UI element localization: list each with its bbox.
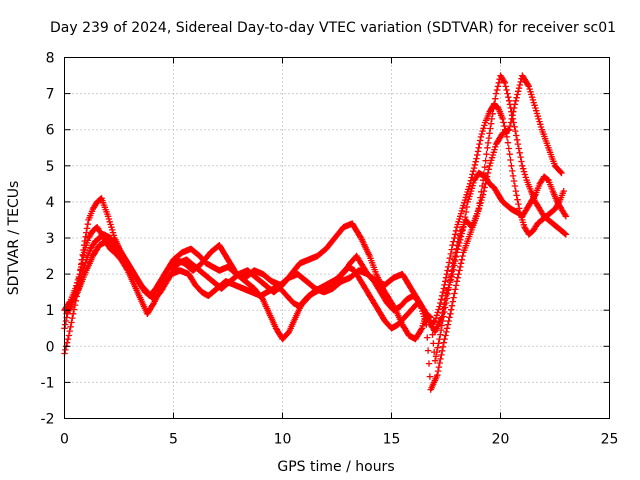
x-axis-title: GPS time / hours (277, 459, 394, 475)
y-tick-label: 7 (46, 87, 55, 103)
y-tick-label: 5 (46, 159, 55, 175)
x-tick-label: 0 (60, 432, 69, 448)
x-tick-label: 25 (601, 432, 619, 448)
y-tick-label: -1 (41, 375, 55, 391)
y-axis-title: SDTVAR / TECUs (6, 181, 22, 296)
y-tick-labels: -2 -1 0 1 2 3 4 5 6 7 8 (41, 51, 55, 428)
plus-markers (61, 169, 570, 357)
plus-markers (63, 72, 570, 364)
x-tick-label: 10 (274, 432, 292, 448)
series-track-c (63, 72, 570, 364)
series-track-a (61, 101, 567, 332)
x-tick-label: 15 (383, 432, 401, 448)
y-tick-label: 2 (46, 267, 55, 283)
y-tick-label: 0 (46, 339, 55, 355)
y-tick-label: 6 (46, 123, 55, 139)
y-tick-label: 4 (46, 195, 55, 211)
y-tick-label: 3 (46, 231, 55, 247)
y-tick-label: 8 (46, 51, 55, 67)
plus-markers (61, 101, 567, 332)
series-track-b (61, 169, 570, 357)
y-tick-label: 1 (46, 303, 55, 319)
plot-marks (61, 72, 570, 393)
y-tick-label: -2 (41, 412, 55, 428)
x-tick-label: 5 (169, 432, 178, 448)
x-tick-label: 20 (492, 432, 510, 448)
chart-title: Day 239 of 2024, Sidereal Day-to-day VTE… (50, 20, 616, 36)
axis-ticks (64, 57, 610, 419)
x-tick-labels: 0 5 10 15 20 25 (60, 432, 618, 448)
